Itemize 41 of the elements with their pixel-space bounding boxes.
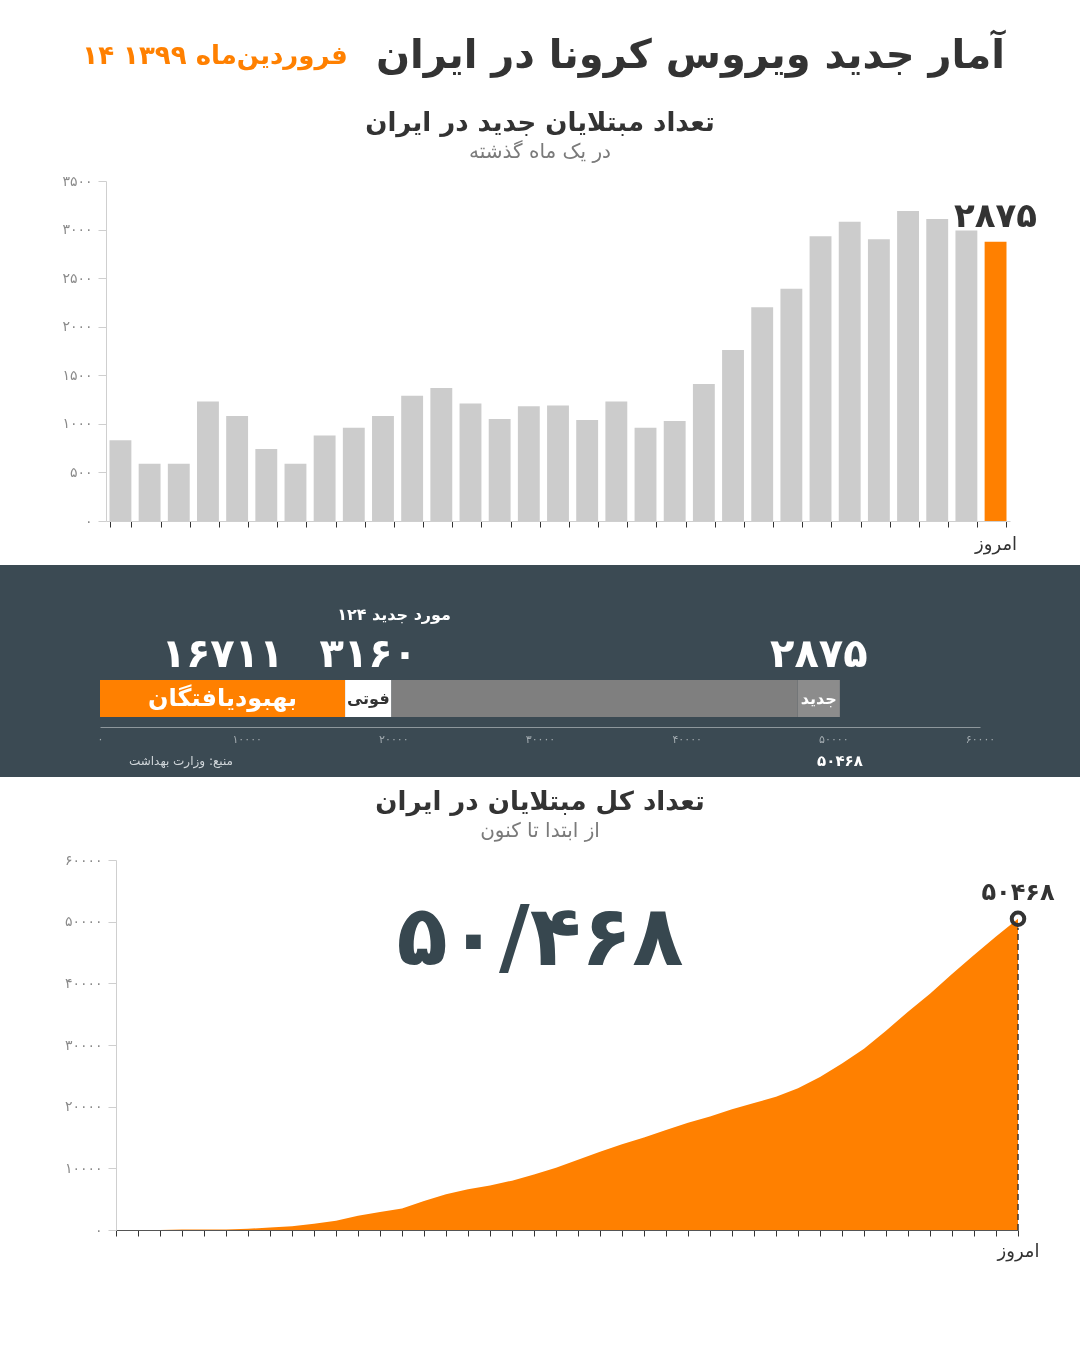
y-tick-label: ۳۰۰۰۰ [64, 1036, 103, 1053]
y-tick-label: ۶۰۰۰۰ [64, 851, 103, 868]
y-tick-label: ۱۰۰۰ [62, 415, 93, 432]
series-label: جدید [800, 688, 837, 708]
data-label: ۵۰۴۶۸ [981, 877, 1055, 906]
annotation: ۵۰/۴۶۸ [396, 887, 684, 985]
y-tick-label: ۲۰۰۰۰ [64, 1098, 103, 1115]
data-label: ۳۱۶۰ [319, 629, 418, 676]
y-tick-label: ۵۰۰۰۰ [64, 913, 103, 930]
chart-subtitle: از ابتدا تا کنون [480, 818, 600, 842]
x-tick-label: ۱۰۰۰۰ [232, 732, 262, 746]
x-tick-label: ۲۰۰۰۰ [379, 732, 409, 746]
x-tick-label: ۳۰۰۰۰ [525, 732, 556, 746]
chart-title: تعداد کل مبتلایان در ایران [375, 786, 705, 817]
data-label: ۱۶۷۱۱ [161, 629, 284, 676]
y-tick-label: ۳۵۰۰ [62, 172, 93, 189]
x-tick-label: ۵۰۰۰۰ [819, 732, 849, 746]
series-label: بهبودیافتگان [148, 683, 298, 712]
y-tick-label: ۴۰۰۰۰ [64, 974, 103, 991]
y-tick-label: ۲۵۰۰ [62, 269, 93, 286]
y-tick-label: ۳۰۰۰ [62, 221, 93, 238]
text: آمار جدید ویروس کرونا در ایران [375, 29, 1007, 78]
chart-subtitle: در یک ماه گذشته [469, 139, 611, 163]
x-tick-label: ۴۰۰۰۰ [672, 732, 702, 746]
y-tick-label: ۰ [94, 1221, 103, 1238]
text: ۱۴ فروردین‌ماه ۱۳۹۹ [82, 40, 348, 71]
x-tick-label: ۶۰۰۰۰ [965, 732, 996, 746]
y-tick-label: ۱۰۰۰۰ [64, 1159, 103, 1176]
text: ۵۰۴۶۸ [817, 752, 863, 770]
y-tick-label: ۵۰۰ [69, 463, 93, 480]
text: منبع: وزارت بهداشت [128, 754, 233, 769]
x-tick-label: امروز [974, 532, 1018, 555]
y-tick-label: ۲۰۰۰ [62, 318, 93, 335]
data-label: ۲۸۷۵ [769, 629, 868, 676]
chart-title: تعداد مبتلایان جدید در ایران [365, 107, 715, 138]
text: ۱۲۴ مورد جدید [337, 605, 451, 624]
y-tick-label: ۱۵۰۰ [62, 366, 93, 383]
y-tick-label: ۰ [84, 512, 93, 529]
series-label: فوتی [346, 688, 390, 708]
x-tick-label: امروز [996, 1239, 1040, 1262]
data-label: ۲۸۷۵ [954, 194, 1038, 235]
